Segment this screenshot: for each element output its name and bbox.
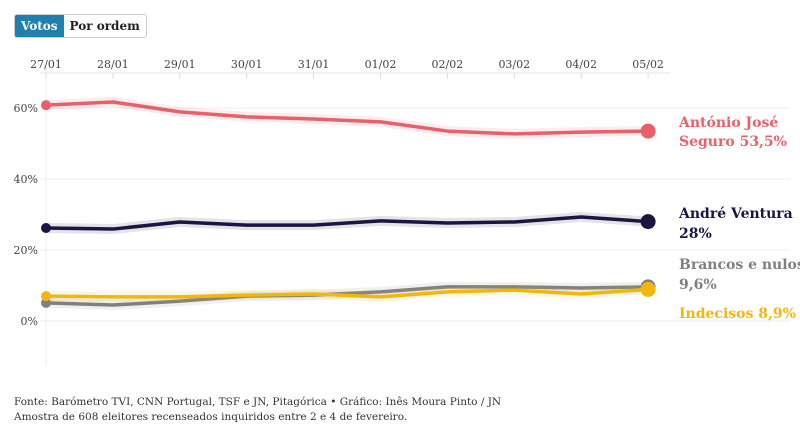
tab-por-ordem[interactable]: Por ordem xyxy=(63,15,146,37)
y-tick-label: 40% xyxy=(14,173,38,186)
x-tick-label: 28/01 xyxy=(97,58,129,71)
view-toggle: Votos Por ordem xyxy=(14,14,147,38)
data-point xyxy=(41,291,51,302)
y-tick-label: 0% xyxy=(21,315,38,328)
y-tick-label: 20% xyxy=(14,244,38,257)
series-label: 9,6% xyxy=(679,277,717,293)
series-label: 28% xyxy=(679,226,712,242)
end-point xyxy=(640,123,656,139)
x-tick-label: 04/02 xyxy=(565,58,597,71)
data-point xyxy=(41,222,51,233)
x-tick-label: 31/01 xyxy=(298,58,330,71)
series-label: Brancos e nulos xyxy=(679,257,800,273)
series-line-0 xyxy=(45,100,649,136)
x-tick-label: 30/01 xyxy=(231,58,263,71)
source-note: Fonte: Barómetro TVI, CNN Portugal, TSF … xyxy=(14,396,502,408)
data-point xyxy=(41,100,51,111)
series-label: André Ventura xyxy=(678,206,793,222)
x-tick-label: 02/02 xyxy=(432,58,464,71)
series-line-2 xyxy=(45,285,649,307)
end-point xyxy=(640,281,656,297)
y-tick-label: 60% xyxy=(14,102,38,115)
x-tick-label: 05/02 xyxy=(632,58,664,71)
x-tick-label: 03/02 xyxy=(498,58,530,71)
series-label: Seguro 53,5% xyxy=(679,134,787,150)
x-tick-label: 01/02 xyxy=(365,58,397,71)
series-line-1 xyxy=(45,215,649,231)
x-tick-label: 27/01 xyxy=(30,58,62,71)
series-label: António José xyxy=(678,115,778,131)
sample-note: Amostra de 608 eleitores recenseados inq… xyxy=(14,411,408,423)
series-line-3 xyxy=(45,287,649,299)
tab-votos[interactable]: Votos xyxy=(15,15,64,37)
series-label: Indecisos 8,9% xyxy=(679,306,796,322)
end-point xyxy=(640,214,656,230)
x-tick-label: 29/01 xyxy=(164,58,196,71)
